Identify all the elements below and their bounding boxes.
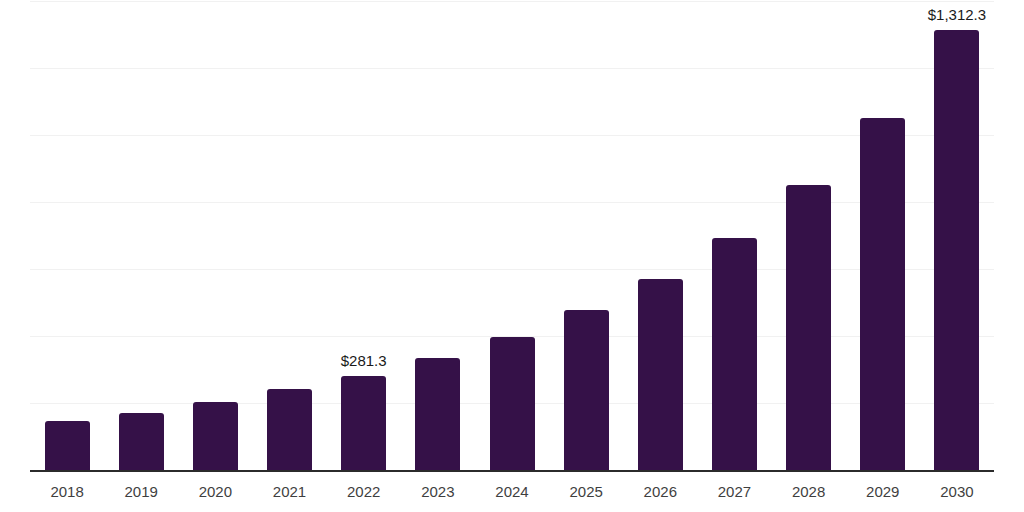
x-tick-label-2024: 2024 xyxy=(495,484,528,499)
bar-chart: $281.3 $1,312.3 2018 2019 2020 2021 2022 2023 2… xyxy=(0,0,1024,512)
bar-2024 xyxy=(490,337,535,470)
value-label-2022: $281.3 xyxy=(341,353,387,368)
value-label-2030: $1,312.3 xyxy=(928,7,986,22)
x-tick-label-2029: 2029 xyxy=(866,484,899,499)
x-tick-label-2025: 2025 xyxy=(569,484,602,499)
x-tick-label-2020: 2020 xyxy=(199,484,232,499)
bar-2018 xyxy=(45,421,90,470)
bar-2029 xyxy=(860,118,905,470)
x-axis-line xyxy=(30,470,994,472)
x-tick-label-2030: 2030 xyxy=(940,484,973,499)
bar-2022 xyxy=(341,376,386,470)
x-tick-label-2023: 2023 xyxy=(421,484,454,499)
x-tick-label-2021: 2021 xyxy=(273,484,306,499)
bar-2026 xyxy=(638,279,683,470)
bar-2023 xyxy=(415,358,460,470)
gridline-1200 xyxy=(30,68,994,69)
gridline-1400 xyxy=(30,1,994,2)
x-tick-label-2018: 2018 xyxy=(50,484,83,499)
bar-2028 xyxy=(786,185,831,470)
bar-2020 xyxy=(193,402,238,470)
gridline-1000 xyxy=(30,135,994,136)
gridline-600 xyxy=(30,269,994,270)
x-tick-label-2027: 2027 xyxy=(718,484,751,499)
bar-2025 xyxy=(564,310,609,470)
bar-2027 xyxy=(712,238,757,470)
bar-2030 xyxy=(934,30,979,470)
x-tick-label-2028: 2028 xyxy=(792,484,825,499)
bar-2021 xyxy=(267,389,312,470)
x-tick-label-2019: 2019 xyxy=(125,484,158,499)
bar-2019 xyxy=(119,413,164,470)
gridline-800 xyxy=(30,202,994,203)
plot-area: $281.3 $1,312.3 xyxy=(30,1,994,470)
x-tick-label-2022: 2022 xyxy=(347,484,380,499)
x-tick-label-2026: 2026 xyxy=(644,484,677,499)
